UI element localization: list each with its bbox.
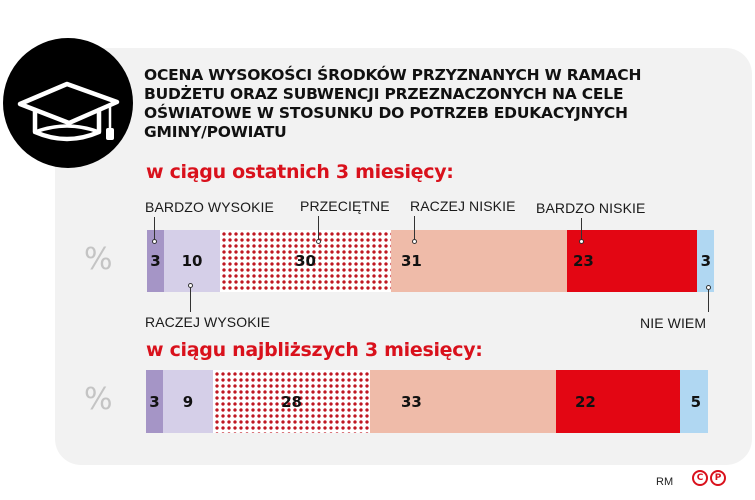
leader-marker	[412, 239, 417, 244]
leader-marker	[188, 283, 193, 288]
percent-symbol: %	[84, 382, 113, 417]
leader-marker	[579, 239, 584, 244]
segment-bardzo-niskie: 23	[567, 230, 697, 292]
segment-bardzo-wysokie: 3	[146, 370, 163, 433]
segment-nie-wiem: 3	[697, 230, 714, 292]
title-line: GMINY/POWIATU	[144, 123, 287, 141]
leader-line	[154, 217, 155, 240]
title-line: OŚWIATOWE W STOSUNKU DO POTRZEB EDUKACYJ…	[144, 104, 628, 122]
bar-next-3-months: 3 9 28 33 22 5	[146, 370, 708, 433]
chart-title: OCENA WYSOKOŚCI ŚRODKÓW PRZYZNANYCH W RA…	[144, 66, 744, 142]
label-raczej-wysokie: RACZEJ WYSOKIE	[145, 314, 271, 330]
label-bardzo-wysokie: BARDZO WYSOKIE	[145, 199, 274, 215]
leader-line	[414, 216, 415, 240]
segment-przecietne: 28	[213, 370, 370, 433]
copyright-p-icon: P	[710, 470, 726, 486]
title-line: BUDŻETU ORAZ SUBWENCJI PRZEZNACZONYCH NA…	[144, 85, 624, 103]
percent-symbol: %	[84, 242, 113, 277]
label-nie-wiem: NIE WIEM	[640, 315, 707, 331]
section-1-subtitle: w ciągu ostatnich 3 miesięcy:	[146, 161, 454, 183]
segment-raczej-wysokie: 9	[163, 370, 213, 433]
leader-marker	[706, 285, 711, 290]
leader-marker	[316, 239, 321, 244]
section-2-subtitle: w ciągu najbliższych 3 miesięcy:	[146, 339, 483, 361]
segment-bardzo-niskie: 22	[556, 370, 680, 433]
bar-last-3-months: 3 10 30 31 23 3	[147, 230, 714, 292]
label-przecietne: PRZECIĘTNE	[300, 198, 390, 214]
leader-line	[190, 286, 191, 312]
leader-line	[581, 218, 582, 240]
leader-marker	[152, 239, 157, 244]
leader-line	[708, 288, 709, 312]
label-bardzo-niskie: BARDZO NISKIE	[536, 200, 646, 216]
graduation-cap-icon	[17, 81, 120, 142]
segment-przecietne: 30	[220, 230, 391, 292]
leader-line	[318, 216, 319, 240]
segment-nie-wiem: 5	[680, 370, 708, 433]
segment-bardzo-wysokie: 3	[147, 230, 164, 292]
title-line: OCENA WYSOKOŚCI ŚRODKÓW PRZYZNANYCH W RA…	[144, 66, 642, 84]
author-initials: RM	[656, 476, 674, 488]
copyright-c-icon: C	[692, 470, 708, 486]
segment-raczej-niskie: 33	[370, 370, 556, 433]
graduation-cap-badge	[3, 38, 133, 168]
label-raczej-niskie: RACZEJ NISKIE	[410, 198, 516, 214]
segment-raczej-niskie: 31	[391, 230, 567, 292]
segment-raczej-wysokie: 10	[164, 230, 220, 292]
